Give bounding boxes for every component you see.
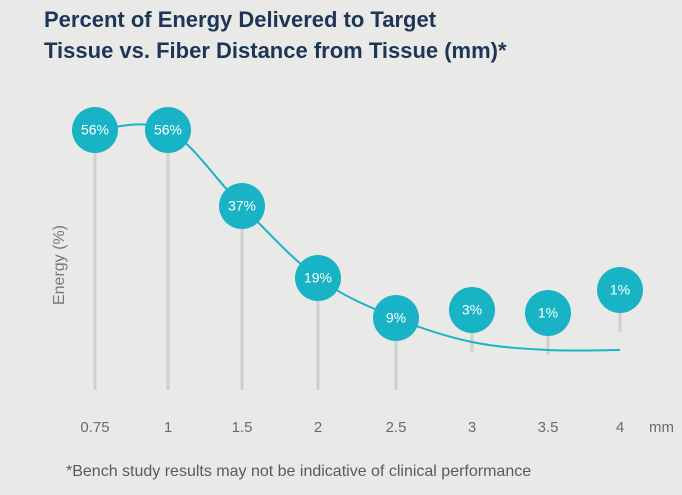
x-tick-label: 2 [314,419,322,436]
x-tick-label: 1 [164,419,172,436]
x-tick-label: 3.5 [538,419,559,436]
x-tick-label: 2.5 [386,419,407,436]
data-label: 9% [386,310,406,326]
data-label: 1% [538,305,558,321]
data-label: 1% [610,282,630,298]
bubble [145,107,191,153]
data-label: 19% [304,270,332,286]
x-tick-label: 3 [468,419,476,436]
y-axis-label: Energy (%) [51,225,68,305]
data-label: 3% [462,302,482,318]
footnote: *Bench study results may not be indicati… [66,463,531,480]
bubble [295,255,341,301]
x-tick-label: 4 [616,419,624,436]
bubble [597,267,643,313]
data-label: 56% [81,122,109,138]
x-unit-label: mm [649,419,674,436]
chart-title: Percent of Energy Delivered to Target [44,7,437,32]
x-tick-label: 0.75 [80,419,109,436]
bubble [449,287,495,333]
bubble [525,290,571,336]
data-label: 56% [154,122,182,138]
x-tick-label: 1.5 [232,419,253,436]
data-label: 37% [228,198,256,214]
bubble [373,295,419,341]
bubble [219,183,265,229]
bubble [72,107,118,153]
chart-subtitle: Tissue vs. Fiber Distance from Tissue (m… [44,38,507,63]
